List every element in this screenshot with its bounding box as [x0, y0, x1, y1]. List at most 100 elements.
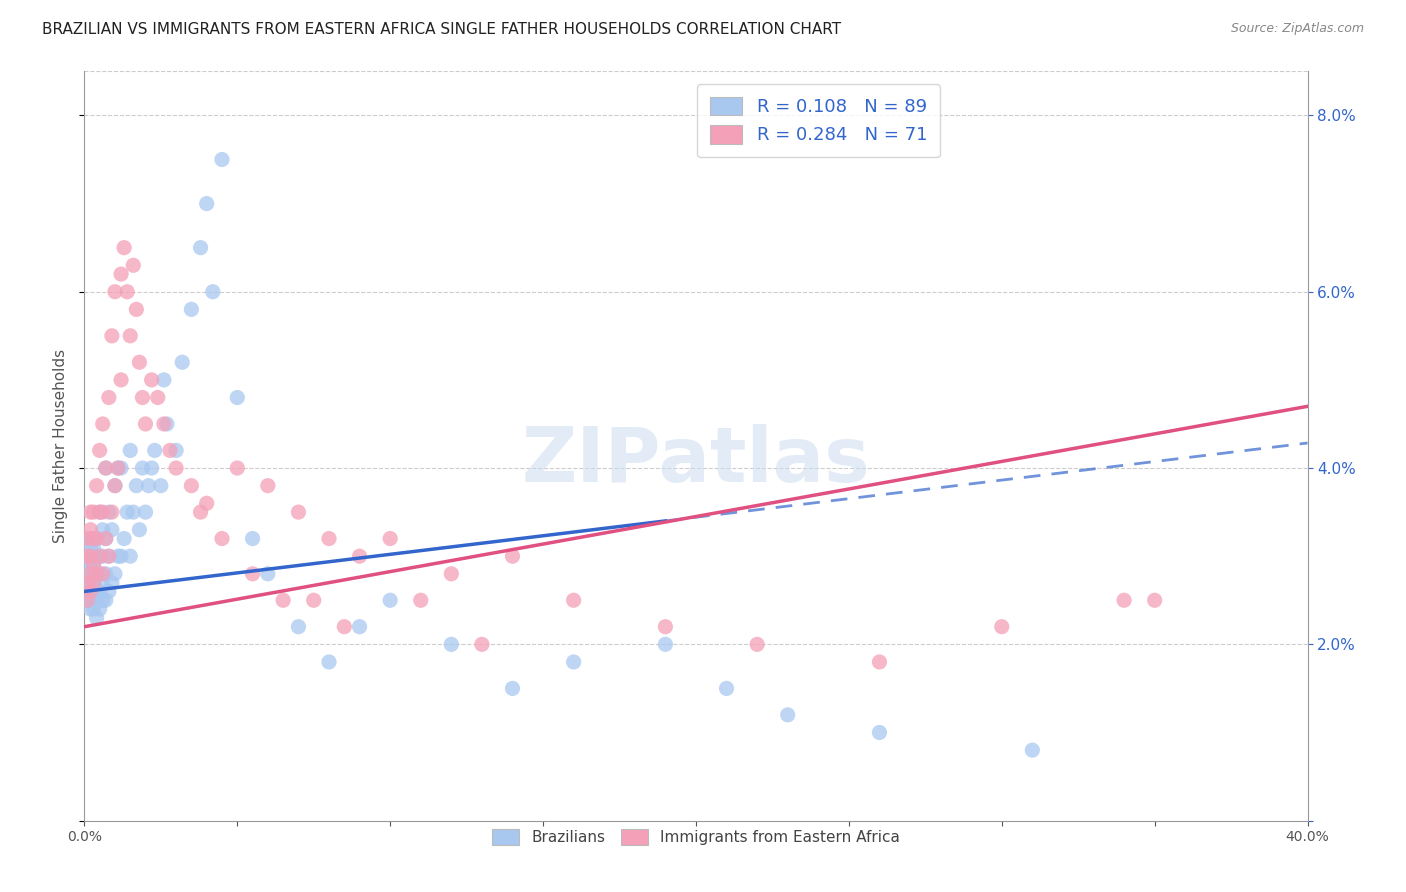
Point [76, 532, 98, 546]
Point [91, 566, 114, 581]
Point [97, 549, 120, 564]
Point [79, 575, 101, 590]
Point [94, 532, 117, 546]
Point [89, 505, 111, 519]
Point [131, 391, 153, 405]
Point [120, 443, 142, 458]
Point [76, 575, 98, 590]
Point [83, 558, 105, 572]
Point [107, 461, 129, 475]
Point [172, 355, 194, 369]
Point [76, 584, 98, 599]
Point [94, 461, 117, 475]
Point [409, 593, 432, 607]
Point [135, 505, 157, 519]
Point [101, 328, 124, 343]
Point [104, 478, 127, 492]
Point [1143, 593, 1166, 607]
Point [302, 593, 325, 607]
Point [79, 584, 101, 599]
Point [104, 478, 127, 492]
Point [195, 496, 218, 510]
Point [110, 549, 132, 564]
Point [195, 196, 218, 211]
Point [83, 532, 105, 546]
Point [89, 602, 111, 616]
Point [654, 637, 676, 651]
Point [89, 584, 111, 599]
Point [83, 532, 105, 546]
Point [83, 566, 105, 581]
Point [156, 417, 179, 431]
Point [502, 549, 524, 564]
Point [380, 532, 402, 546]
Point [153, 373, 176, 387]
Point [89, 505, 111, 519]
Point [97, 391, 120, 405]
Point [83, 602, 105, 616]
Point [991, 620, 1014, 634]
Point [201, 285, 224, 299]
Point [180, 478, 202, 492]
Point [91, 593, 114, 607]
Point [79, 505, 101, 519]
Point [79, 549, 101, 564]
Point [86, 549, 108, 564]
Point [165, 461, 187, 475]
Point [257, 566, 280, 581]
Point [242, 566, 264, 581]
Point [226, 461, 249, 475]
Point [138, 478, 160, 492]
Point [146, 391, 169, 405]
Point [120, 549, 142, 564]
Point [318, 655, 340, 669]
Point [776, 707, 799, 722]
Point [271, 593, 294, 607]
Point [211, 153, 233, 167]
Point [83, 584, 105, 599]
Point [471, 637, 494, 651]
Point [654, 620, 676, 634]
Point [257, 478, 280, 492]
Point [125, 302, 148, 317]
Point [91, 505, 114, 519]
Text: ZIPatlas: ZIPatlas [522, 424, 870, 498]
Point [349, 620, 371, 634]
Point [211, 532, 233, 546]
Point [122, 258, 145, 272]
Point [112, 532, 135, 546]
Point [380, 593, 402, 607]
Point [79, 602, 101, 616]
Point [76, 593, 98, 607]
Text: Source: ZipAtlas.com: Source: ZipAtlas.com [1230, 22, 1364, 36]
Point [149, 478, 172, 492]
Point [440, 637, 463, 651]
Text: BRAZILIAN VS IMMIGRANTS FROM EASTERN AFRICA SINGLE FATHER HOUSEHOLDS CORRELATION: BRAZILIAN VS IMMIGRANTS FROM EASTERN AFR… [42, 22, 841, 37]
Point [112, 241, 135, 255]
Point [89, 549, 111, 564]
Point [104, 285, 127, 299]
Point [86, 478, 108, 492]
Point [110, 461, 132, 475]
Point [318, 532, 340, 546]
Point [83, 558, 105, 572]
Point [83, 575, 105, 590]
Point [91, 575, 114, 590]
Point [76, 593, 98, 607]
Point [76, 549, 98, 564]
Point [86, 532, 108, 546]
Point [190, 505, 212, 519]
Point [440, 566, 463, 581]
Point [86, 532, 108, 546]
Point [110, 267, 132, 281]
Point [79, 566, 101, 581]
Point [76, 566, 98, 581]
Point [94, 461, 117, 475]
Point [869, 655, 891, 669]
Point [107, 461, 129, 475]
Legend: Brazilians, Immigrants from Eastern Africa: Brazilians, Immigrants from Eastern Afri… [482, 820, 910, 855]
Point [115, 505, 138, 519]
Point [562, 593, 585, 607]
Point [91, 523, 114, 537]
Point [135, 417, 157, 431]
